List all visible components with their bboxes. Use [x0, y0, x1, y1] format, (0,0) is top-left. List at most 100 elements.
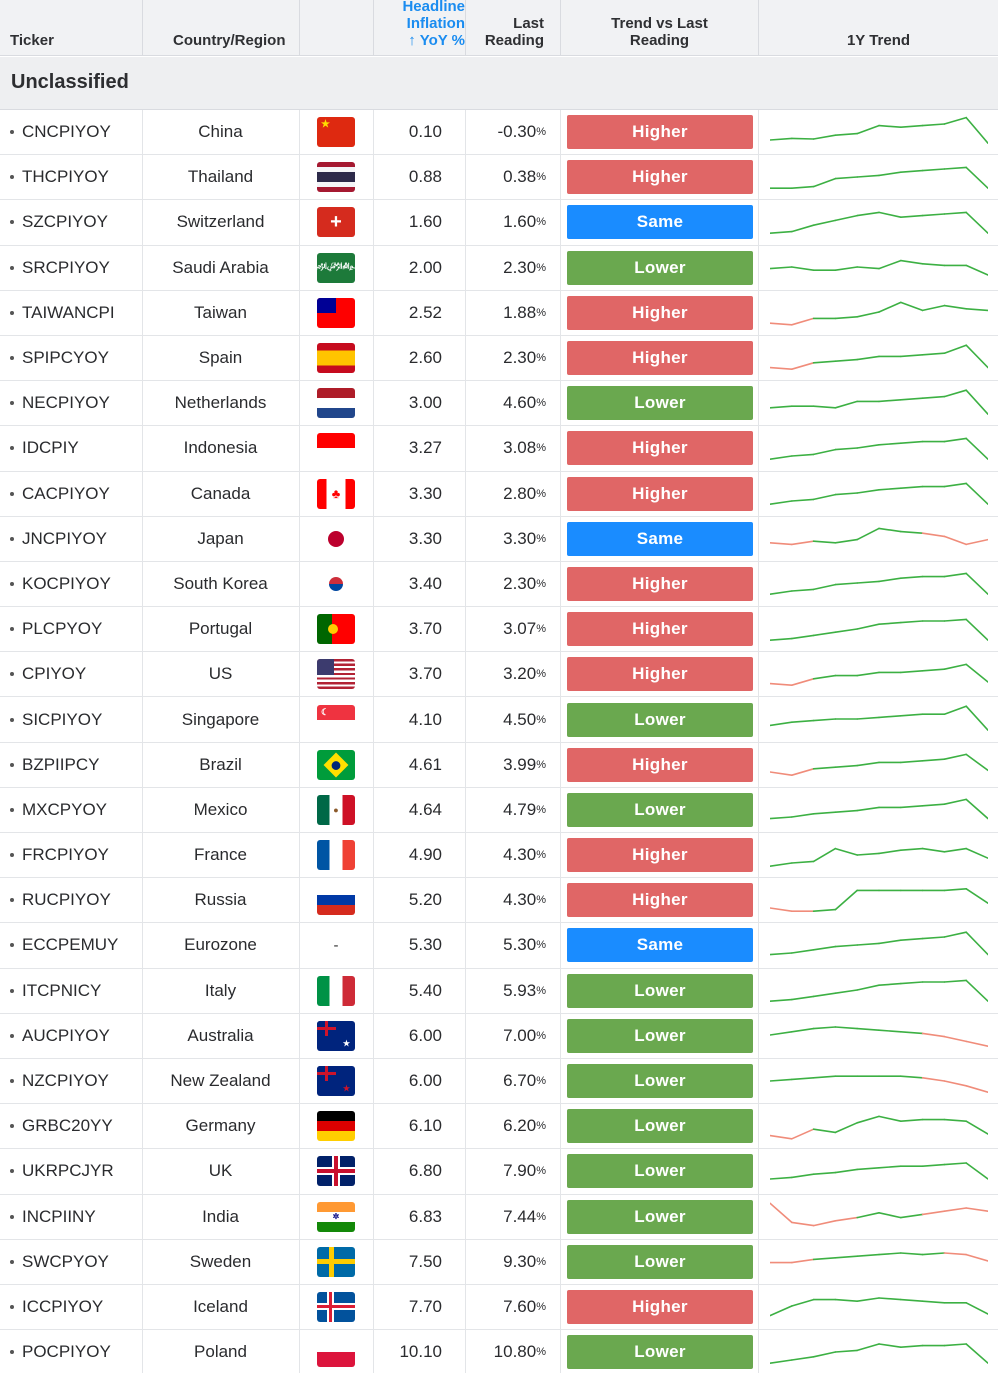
country-cell: Switzerland — [142, 200, 299, 244]
last-reading-value: 7.90% — [466, 1149, 546, 1193]
header-headline-inflation[interactable]: Headline Inflation ↑ YoY % — [374, 0, 465, 56]
table-row[interactable]: AUCPIYOY Australia ★ 6.00 7.00% Lower — [0, 1013, 998, 1059]
country-cell: Spain — [142, 336, 299, 380]
last-value: 1.88 — [503, 302, 537, 322]
sparkline-cell — [770, 607, 988, 651]
flag-icon: ● — [300, 788, 372, 832]
group-header[interactable]: Unclassified — [0, 57, 998, 110]
sparkline-segment — [770, 771, 793, 777]
sparkline-segment — [790, 677, 815, 686]
ticker-cell[interactable]: INCPIINY — [10, 1195, 140, 1239]
ticker-cell[interactable]: FRCPIYOY — [10, 833, 140, 877]
sparkline-segment — [921, 668, 946, 672]
sparkline-segment — [878, 442, 902, 446]
table-row[interactable]: CNCPIYOY China ★ 0.10 -0.30% Higher — [0, 110, 998, 156]
table-row[interactable]: BZPIIPCY Brazil 4.61 3.99% Higher — [0, 742, 998, 788]
table-row[interactable]: SZCPIYOY Switzerland + 1.60 1.60% Same — [0, 200, 998, 246]
ticker-cell[interactable]: TAIWANCPI — [10, 291, 140, 335]
flag-icon — [300, 1104, 372, 1148]
table-row[interactable]: PLCPYOY Portugal 3.70 3.07% Higher — [0, 607, 998, 653]
table-row[interactable]: ECCPEMUY Eurozone - 5.30 5.30% Same — [0, 923, 998, 969]
table-row[interactable]: JNCPIYOY Japan 3.30 3.30% Same — [0, 516, 998, 562]
sparkline-segment — [900, 981, 924, 985]
table-row[interactable]: KOCPIYOY South Korea 3.40 2.30% Higher — [0, 561, 998, 608]
ticker-cell[interactable]: PLCPYOY — [10, 607, 140, 651]
table-row[interactable]: MXCPYOY Mexico ● 4.64 4.79% Lower — [0, 787, 998, 833]
ticker-cell[interactable]: SWCPYOY — [10, 1240, 140, 1284]
ticker-cell[interactable]: NZCPIYOY — [10, 1059, 140, 1103]
ticker-cell[interactable]: KOCPIYOY — [10, 562, 140, 606]
sparkline-segment — [943, 1342, 967, 1347]
header-ticker[interactable]: Ticker — [10, 0, 140, 56]
table-row[interactable]: SICPIYOY Singapore ☾ 4.10 4.50% Lower — [0, 697, 998, 743]
ticker-cell[interactable]: BZPIIPCY — [10, 743, 140, 787]
sparkline-segment — [921, 1032, 946, 1038]
table-row[interactable]: ITCPNICY Italy 5.40 5.93% Lower — [0, 968, 998, 1014]
ticker-label: CNCPIYOY — [22, 122, 111, 142]
header-last-reading[interactable]: Last Reading — [466, 0, 560, 56]
trend-badge: Higher — [567, 838, 753, 873]
table-row[interactable]: RUCPIYOY Russia 5.20 4.30% Higher — [0, 878, 998, 924]
header-trend-vs-last[interactable]: Trend vs Last Reading — [561, 0, 758, 56]
last-reading-value: 4.30% — [466, 833, 546, 877]
table-row[interactable]: GRBC20YY Germany 6.10 6.20% Lower — [0, 1104, 998, 1150]
country-cell: Eurozone — [142, 923, 299, 967]
ticker-cell[interactable]: ECCPEMUY — [10, 923, 140, 967]
ticker-cell[interactable]: CPIYOY — [10, 652, 140, 696]
table-row[interactable]: ICCPIYOY Iceland 7.70 7.60% Higher — [0, 1284, 998, 1331]
sparkline-segment — [770, 266, 793, 270]
table-row[interactable]: NZCPIYOY New Zealand ★ 6.00 6.70% Lower — [0, 1058, 998, 1105]
sparkline-segment — [856, 266, 880, 270]
ticker-cell[interactable]: SPIPCYOY — [10, 336, 140, 380]
sparkline-segment — [834, 989, 858, 995]
sparkline-segment — [856, 1342, 880, 1351]
ticker-label: ICCPIYOY — [22, 1296, 104, 1316]
ticker-cell[interactable]: THCPIYOY — [10, 155, 140, 199]
ticker-cell[interactable]: IDCPIY — [10, 426, 140, 470]
table-row[interactable]: SWCPYOY Sweden 7.50 9.30% Lower — [0, 1239, 998, 1285]
country-label: Singapore — [181, 709, 260, 729]
sparkline-cell — [770, 200, 988, 244]
headline-inflation-value: 3.40 — [373, 562, 442, 606]
ticker-cell[interactable]: CNCPIYOY — [10, 110, 140, 154]
bullet-icon — [10, 491, 14, 496]
header-1y-trend[interactable]: 1Y Trend — [759, 0, 998, 56]
table-row[interactable]: SRCPIYOY Saudi Arabia ﷽ 2.00 2.30% Lower — [0, 245, 998, 291]
ticker-cell[interactable]: UKRPCJYR — [10, 1149, 140, 1193]
table-row[interactable]: POCPIYOY Poland 10.10 10.80% Lower — [0, 1330, 998, 1373]
ticker-cell[interactable]: ICCPIYOY — [10, 1285, 140, 1329]
ticker-cell[interactable]: SRCPIYOY — [10, 246, 140, 290]
ticker-cell[interactable]: JNCPIYOY — [10, 517, 140, 561]
table-row[interactable]: THCPIYOY Thailand 0.88 0.38% Higher — [0, 155, 998, 201]
table-row[interactable]: IDCPIY Indonesia 3.27 3.08% Higher — [0, 426, 998, 472]
sparkline-segment — [943, 573, 967, 578]
ticker-cell[interactable]: RUCPIYOY — [10, 878, 140, 922]
headline-inflation-value: 4.10 — [373, 697, 442, 741]
table-row[interactable]: UKRPCJYR UK 6.80 7.90% Lower — [0, 1149, 998, 1195]
trend-badge: Lower — [567, 1064, 753, 1099]
table-row[interactable]: CPIYOY US 3.70 3.20% Higher — [0, 652, 998, 698]
sparkline-segment — [790, 453, 815, 457]
table-row[interactable]: NECPIYOY Netherlands 3.00 4.60% Lower — [0, 381, 998, 427]
ticker-cell[interactable]: AUCPIYOY — [10, 1014, 140, 1058]
table-row[interactable]: SPIPCYOY Spain 2.60 2.30% Higher — [0, 335, 998, 382]
ticker-cell[interactable]: SICPIYOY — [10, 697, 140, 741]
ticker-cell[interactable]: MXCPYOY — [10, 788, 140, 832]
sparkline-segment — [878, 301, 902, 314]
table-row[interactable]: CACPIYOY Canada ♣ 3.30 2.80% Higher — [0, 471, 998, 517]
yoy-value: 4.10 — [408, 709, 442, 729]
ticker-cell[interactable]: ITCPNICY — [10, 969, 140, 1013]
ticker-cell[interactable]: SZCPIYOY — [10, 200, 140, 244]
table-row[interactable]: TAIWANCPI Taiwan 2.52 1.88% Higher — [0, 290, 998, 336]
last-reading-value: 5.30% — [466, 923, 546, 967]
sparkline-segment — [965, 539, 988, 546]
table-row[interactable]: FRCPIYOY France 4.90 4.30% Higher — [0, 833, 998, 879]
headline-inflation-value: 7.70 — [373, 1285, 442, 1329]
ticker-cell[interactable]: GRBC20YY — [10, 1104, 140, 1148]
sparkline-segment — [770, 1305, 793, 1317]
ticker-cell[interactable]: NECPIYOY — [10, 381, 140, 425]
ticker-cell[interactable]: CACPIYOY — [10, 472, 140, 516]
header-country[interactable]: Country/Region — [173, 0, 299, 56]
ticker-cell[interactable]: POCPIYOY — [10, 1330, 140, 1373]
table-row[interactable]: INCPIINY India ✲ 6.83 7.44% Lower — [0, 1194, 998, 1240]
